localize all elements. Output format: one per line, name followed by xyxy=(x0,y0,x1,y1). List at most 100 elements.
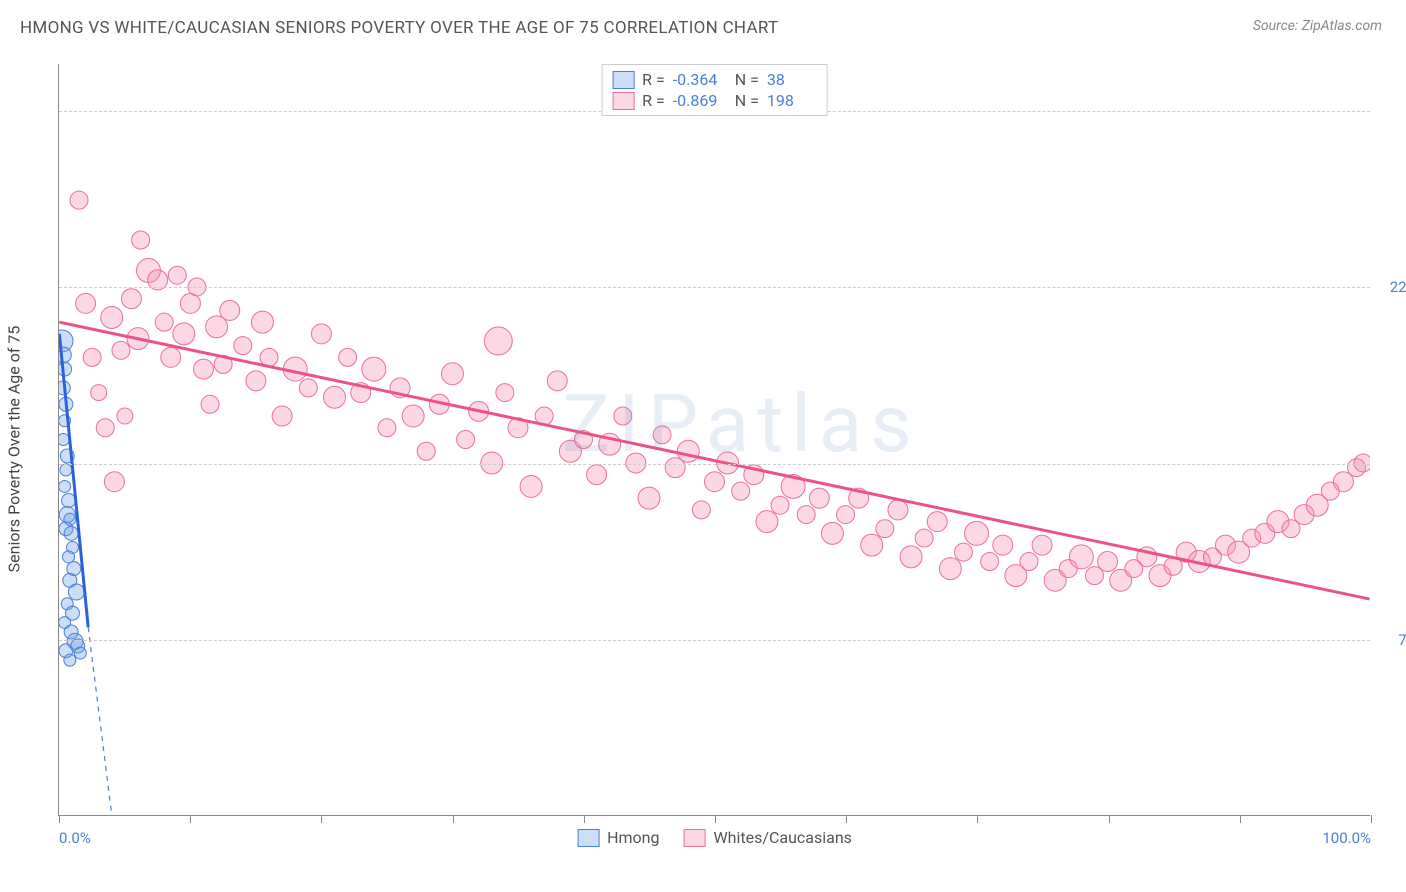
grid-line xyxy=(59,287,1370,288)
scatter-point xyxy=(62,494,76,508)
scatter-point xyxy=(251,311,273,333)
x-tick xyxy=(715,815,716,823)
scatter-point xyxy=(965,521,989,545)
scatter-point xyxy=(68,584,84,600)
x-tick xyxy=(1109,815,1110,823)
scatter-point xyxy=(441,363,463,385)
legend-swatch xyxy=(577,829,599,847)
series-swatch xyxy=(612,71,634,89)
x-tick xyxy=(846,815,847,823)
scatter-point xyxy=(402,405,424,427)
scatter-point xyxy=(457,431,475,449)
scatter-point xyxy=(915,529,933,547)
stats-r-value: -0.364 xyxy=(673,70,723,89)
plot-svg xyxy=(59,64,1370,815)
trend-line xyxy=(59,322,1369,599)
scatter-point xyxy=(272,406,292,426)
scatter-point xyxy=(484,327,512,355)
scatter-point xyxy=(91,385,107,401)
scatter-point xyxy=(299,379,317,397)
x-tick xyxy=(453,815,454,823)
scatter-point xyxy=(888,500,908,520)
scatter-point xyxy=(954,543,972,561)
scatter-point xyxy=(692,501,710,519)
scatter-point xyxy=(63,551,75,563)
legend-item: Hmong xyxy=(577,828,659,847)
y-tick-label: 7.5% xyxy=(1398,631,1406,649)
scatter-point xyxy=(653,426,671,444)
scatter-point xyxy=(876,520,894,538)
scatter-point xyxy=(70,191,88,209)
scatter-point xyxy=(705,472,725,492)
legend: Hmong Whites/Caucasians xyxy=(577,828,852,847)
stats-box: R = -0.364 N = 38 R = -0.869 N = 198 xyxy=(601,64,828,116)
source-attribution: Source: ZipAtlas.com xyxy=(1253,18,1382,38)
scatter-point xyxy=(927,512,947,532)
scatter-point xyxy=(837,506,855,524)
scatter-point xyxy=(638,487,660,509)
x-tick-label: 0.0% xyxy=(59,829,91,847)
legend-label: Whites/Caucasians xyxy=(713,828,851,847)
scatter-point xyxy=(587,465,607,485)
scatter-point xyxy=(60,464,72,476)
plot-area: ZIPatlas R = -0.364 N = 38 R = -0.869 N … xyxy=(58,64,1370,816)
chart-title: HMONG VS WHITE/CAUCASIAN SENIORS POVERTY… xyxy=(20,18,778,38)
scatter-point xyxy=(797,506,815,524)
scatter-point xyxy=(112,341,130,359)
stats-n-label: N = xyxy=(731,70,759,89)
scatter-point xyxy=(64,654,76,666)
x-tick xyxy=(190,815,191,823)
stats-n-value: 38 xyxy=(767,70,817,89)
scatter-point xyxy=(96,419,114,437)
legend-item: Whites/Caucasians xyxy=(683,828,851,847)
grid-line xyxy=(59,464,1370,465)
x-tick xyxy=(1371,815,1372,823)
scatter-point xyxy=(614,407,632,425)
scatter-point xyxy=(121,289,141,309)
scatter-point xyxy=(220,300,240,320)
y-tick-label: 22.5% xyxy=(1390,278,1406,296)
scatter-point xyxy=(1069,545,1093,569)
grid-line xyxy=(59,640,1370,641)
scatter-point xyxy=(771,496,789,514)
x-tick xyxy=(977,815,978,823)
scatter-point xyxy=(756,511,778,533)
stats-r-label: R = xyxy=(642,91,665,110)
x-tick xyxy=(59,815,60,823)
scatter-point xyxy=(64,526,78,540)
scatter-point xyxy=(520,475,542,497)
scatter-point xyxy=(362,357,386,381)
stats-n-value: 198 xyxy=(767,91,817,110)
scatter-point xyxy=(861,534,883,556)
scatter-point xyxy=(101,306,123,328)
scatter-point xyxy=(104,472,124,492)
scatter-point xyxy=(311,324,331,344)
stats-r-value: -0.869 xyxy=(673,91,723,110)
scatter-point xyxy=(76,293,96,313)
x-tick xyxy=(584,815,585,823)
scatter-point xyxy=(64,513,76,525)
scatter-point xyxy=(378,419,396,437)
scatter-point xyxy=(324,386,346,408)
x-tick xyxy=(321,815,322,823)
scatter-point xyxy=(117,408,133,424)
scatter-point xyxy=(339,348,357,366)
scatter-point xyxy=(547,371,567,391)
stats-n-label: N = xyxy=(731,91,759,110)
scatter-point xyxy=(732,482,750,500)
legend-swatch xyxy=(683,829,705,847)
scatter-point xyxy=(234,337,252,355)
trend-line-extension xyxy=(88,627,112,815)
scatter-point xyxy=(194,359,214,379)
series-swatch xyxy=(612,92,634,110)
scatter-point xyxy=(821,522,843,544)
scatter-point xyxy=(809,488,829,508)
scatter-point xyxy=(83,348,101,366)
scatter-point xyxy=(496,384,514,402)
scatter-point xyxy=(201,395,219,413)
scatter-point xyxy=(1032,535,1052,555)
scatter-point xyxy=(168,266,186,284)
scatter-point xyxy=(993,535,1013,555)
stats-row: R = -0.869 N = 198 xyxy=(612,90,817,111)
scatter-point xyxy=(246,371,266,391)
